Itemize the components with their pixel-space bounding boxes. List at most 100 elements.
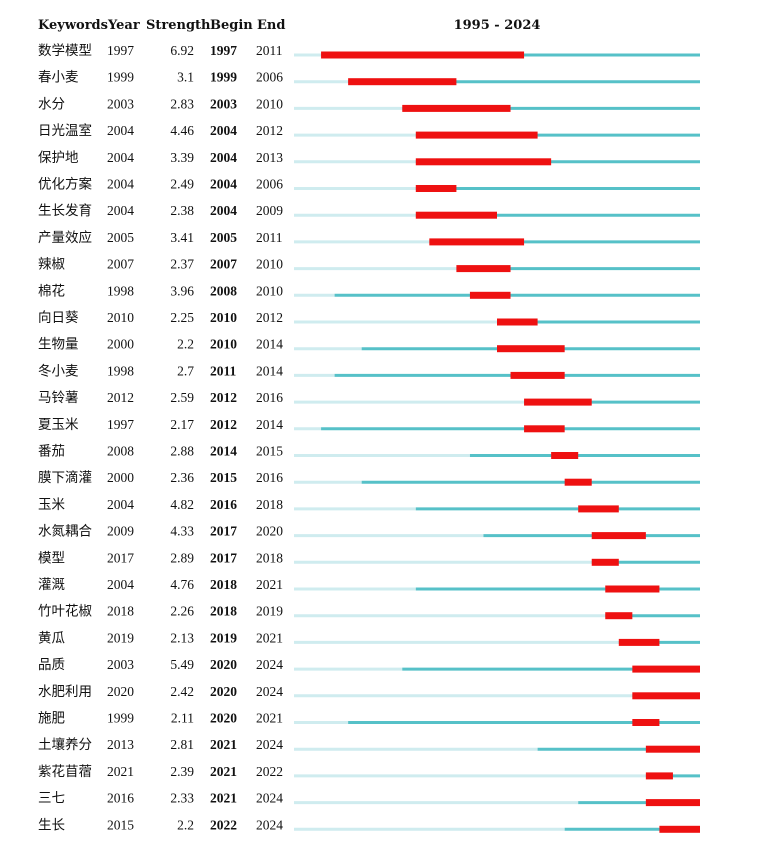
begin-value: 2017 — [210, 524, 237, 539]
burst-row: 辣椒 2007 2.37 2007 2010 — [38, 257, 700, 273]
begin-value: 2014 — [210, 444, 237, 459]
begin-value: 2017 — [210, 550, 237, 565]
year-value: 2013 — [107, 737, 134, 752]
keyword-label: 春小麦 — [38, 70, 79, 86]
end-value: 2021 — [256, 577, 283, 592]
end-value: 2024 — [256, 657, 283, 672]
burst-bar — [645, 772, 673, 780]
keyword-label: 灌溉 — [38, 577, 65, 593]
burst-bar — [415, 211, 497, 219]
begin-value: 2020 — [210, 657, 237, 672]
strength-value: 6.92 — [170, 43, 194, 58]
burst-bar — [645, 745, 700, 753]
end-value: 2021 — [256, 711, 283, 726]
begin-value: 2005 — [210, 230, 237, 245]
header-end: End — [257, 18, 285, 33]
burst-bar — [415, 185, 457, 192]
year-value: 2015 — [107, 817, 134, 832]
burst-bar — [551, 452, 579, 459]
year-value: 2017 — [107, 550, 134, 565]
burst-row: 玉米 2004 4.82 2016 2018 — [38, 497, 700, 513]
burst-row: 水肥利用 2020 2.42 2020 2024 — [38, 684, 700, 700]
chart-title: 1995 - 2024 — [454, 18, 541, 33]
begin-value: 2018 — [210, 577, 237, 592]
header-year: Year — [107, 18, 140, 33]
burst-bar — [415, 158, 552, 166]
burst-bar — [510, 371, 565, 379]
burst-bar — [402, 104, 511, 112]
end-value: 2016 — [256, 390, 283, 405]
keyword-label: 生长 — [38, 817, 65, 833]
end-value: 2012 — [256, 123, 283, 138]
strength-value: 3.39 — [170, 150, 194, 165]
keyword-label: 施肥 — [38, 711, 65, 727]
keyword-label: 膜下滴灌 — [38, 469, 92, 486]
burst-row: 模型 2017 2.89 2017 2018 — [38, 550, 700, 566]
year-value: 1998 — [107, 283, 134, 298]
end-value: 2015 — [256, 444, 283, 459]
burst-row: 保护地 2004 3.39 2004 2013 — [38, 150, 700, 166]
burst-bar — [605, 612, 633, 620]
keyword-label: 棉花 — [38, 283, 65, 299]
strength-value: 2.39 — [170, 764, 194, 779]
end-value: 2010 — [256, 96, 283, 111]
year-value: 2018 — [107, 604, 134, 619]
end-value: 2012 — [256, 310, 283, 325]
end-value: 2018 — [256, 550, 283, 565]
begin-value: 2021 — [210, 737, 237, 752]
begin-value: 2008 — [210, 283, 237, 298]
strength-value: 2.2 — [177, 337, 194, 352]
strength-value: 4.82 — [170, 497, 194, 512]
burst-row: 日光温室 2004 4.46 2004 2012 — [38, 122, 700, 139]
burst-bar — [429, 238, 525, 246]
burst-bar — [524, 425, 565, 433]
keyword-label: 产量效应 — [38, 229, 92, 246]
strength-value: 4.76 — [170, 577, 194, 592]
strength-value: 2.83 — [170, 96, 194, 111]
end-value: 2011 — [256, 43, 283, 58]
keyword-label: 数学模型 — [38, 43, 92, 59]
year-value: 2003 — [107, 657, 134, 672]
year-value: 2004 — [107, 177, 134, 192]
keyword-label: 优化方案 — [38, 176, 92, 193]
strength-value: 3.1 — [177, 70, 194, 85]
header-begin: Begin — [210, 18, 253, 33]
burst-row: 品质 2003 5.49 2020 2024 — [38, 657, 700, 673]
burst-row: 水分 2003 2.83 2003 2010 — [38, 96, 700, 112]
end-value: 2006 — [256, 177, 283, 192]
begin-value: 2004 — [210, 177, 237, 192]
strength-value: 2.11 — [171, 711, 194, 726]
year-value: 2007 — [107, 257, 134, 272]
strength-value: 2.7 — [177, 363, 194, 378]
strength-value: 2.17 — [170, 417, 194, 432]
keyword-label: 竹叶花椒 — [38, 604, 92, 620]
begin-value: 2021 — [210, 764, 237, 779]
burst-row: 紫花苜蓿 2021 2.39 2021 2022 — [38, 763, 700, 780]
begin-value: 1999 — [210, 70, 237, 85]
end-value: 2022 — [256, 764, 283, 779]
keyword-label: 辣椒 — [38, 257, 65, 273]
strength-value: 2.38 — [170, 203, 194, 218]
year-value: 2009 — [107, 524, 134, 539]
keyword-label: 模型 — [38, 550, 65, 566]
burst-row: 向日葵 2010 2.25 2010 2012 — [38, 310, 700, 326]
strength-value: 5.49 — [170, 657, 194, 672]
burst-row: 灌溉 2004 4.76 2018 2021 — [38, 577, 700, 593]
burst-bar — [321, 51, 525, 59]
year-value: 2004 — [107, 203, 134, 218]
year-value: 2000 — [107, 470, 134, 485]
begin-value: 2021 — [210, 791, 237, 806]
keyword-label: 紫花苜蓿 — [38, 763, 92, 780]
end-value: 2014 — [256, 337, 283, 352]
year-value: 2000 — [107, 337, 134, 352]
header-row: Keywords Year Strength Begin End 1995 - … — [38, 18, 540, 33]
end-value: 2009 — [256, 203, 283, 218]
year-value: 2005 — [107, 230, 134, 245]
begin-value: 2020 — [210, 684, 237, 699]
begin-value: 2003 — [210, 96, 237, 111]
end-value: 2024 — [256, 817, 283, 832]
burst-bar — [632, 665, 700, 673]
begin-value: 2018 — [210, 604, 237, 619]
keyword-label: 水肥利用 — [38, 684, 92, 700]
burst-row: 生长发育 2004 2.38 2004 2009 — [38, 203, 700, 219]
